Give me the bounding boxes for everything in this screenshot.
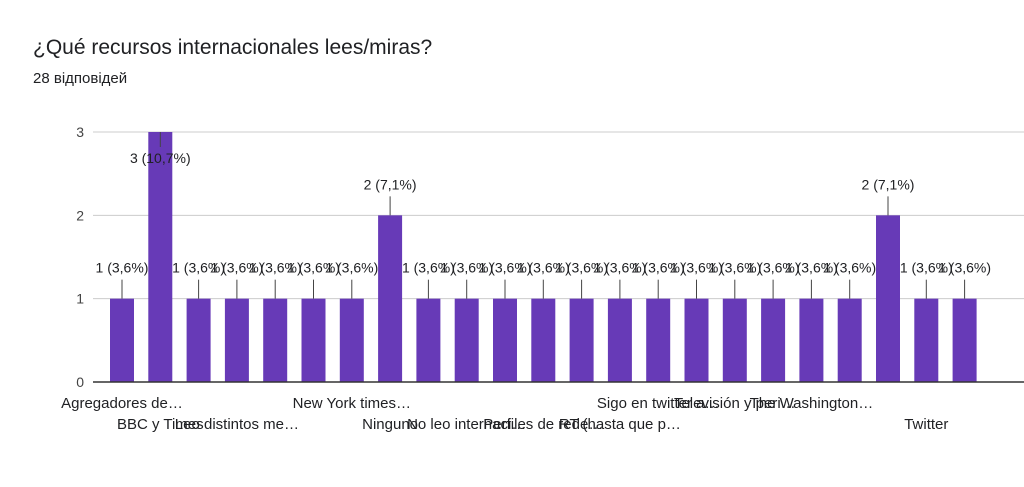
data-label: 1 (3,6%) xyxy=(708,260,761,276)
bar[interactable] xyxy=(876,215,900,382)
data-label: 1 (3,6%) xyxy=(785,260,838,276)
data-label: 1 (3,6%) xyxy=(325,260,378,276)
bar[interactable] xyxy=(186,298,211,382)
data-label: 1 (3,6%) xyxy=(900,260,953,276)
bar[interactable] xyxy=(110,298,134,382)
data-labels: 1 (3,6%)3 (10,7%)1 (3,6%)1 (3,6%)1 (3,6%… xyxy=(96,132,991,299)
chart-title: ¿Qué recursos internacionales lees/miras… xyxy=(33,36,433,59)
y-tick-label: 0 xyxy=(76,374,84,390)
data-label: 1 (3,6%) xyxy=(96,260,149,276)
x-tick-label: Ninguno xyxy=(362,416,418,433)
bar[interactable] xyxy=(799,298,824,382)
y-tick-label: 1 xyxy=(76,291,84,307)
bar[interactable] xyxy=(378,215,403,382)
x-tick-label: Perfiles de rede… xyxy=(483,416,603,433)
bar[interactable] xyxy=(531,298,556,382)
x-tick-label: Sigo en twitter a… xyxy=(597,395,720,412)
data-label: 1 (3,6%) xyxy=(823,260,876,276)
bar[interactable] xyxy=(722,298,747,382)
bar[interactable] xyxy=(607,298,632,382)
data-label: 1 (3,6%) xyxy=(479,260,532,276)
bar[interactable] xyxy=(263,298,288,382)
data-label: 1 (3,6%) xyxy=(670,260,723,276)
x-tick-label: BBC y Times xyxy=(117,416,204,433)
x-tick-label: Leo distintos me… xyxy=(175,416,299,433)
data-label: 1 (3,6%) xyxy=(249,260,302,276)
data-label: 3 (10,7%) xyxy=(130,150,191,166)
bar[interactable] xyxy=(761,298,786,382)
bar[interactable] xyxy=(301,298,326,382)
x-tick-label: The Washington… xyxy=(750,395,874,412)
bar[interactable] xyxy=(148,132,173,382)
data-label: 1 (3,6%) xyxy=(517,260,570,276)
y-axis-ticks: 0 1 2 3 xyxy=(76,124,84,390)
x-tick-label: Twitter xyxy=(904,416,948,433)
bar[interactable] xyxy=(339,298,364,382)
bar[interactable] xyxy=(684,298,709,382)
bar[interactable] xyxy=(952,298,977,382)
bar[interactable] xyxy=(569,298,594,382)
bar[interactable] xyxy=(493,298,517,382)
x-tick-label: RT (hasta que p… xyxy=(559,416,681,433)
x-tick-label: Agregadores de… xyxy=(61,395,183,412)
x-tick-label: New York times… xyxy=(293,395,411,412)
y-tick-label: 2 xyxy=(76,207,84,223)
data-label: 1 (3,6%) xyxy=(440,260,493,276)
x-tick-label: No leo internaci… xyxy=(407,416,526,433)
bar[interactable] xyxy=(454,298,479,382)
y-tick-label: 3 xyxy=(76,124,84,140)
data-label: 1 (3,6%) xyxy=(172,260,225,276)
data-label: 2 (7,1%) xyxy=(364,176,417,192)
bars xyxy=(110,132,977,382)
bar[interactable] xyxy=(646,298,671,382)
data-label: 1 (3,6%) xyxy=(555,260,608,276)
data-label: 1 (3,6%) xyxy=(938,260,991,276)
data-label: 1 (3,6%) xyxy=(287,260,340,276)
bar[interactable] xyxy=(416,298,441,382)
data-label: 1 (3,6%) xyxy=(402,260,455,276)
response-count: 28 відповідей xyxy=(33,70,128,87)
data-label: 1 (3,6%) xyxy=(632,260,685,276)
data-label: 1 (3,6%) xyxy=(210,260,263,276)
bar[interactable] xyxy=(914,298,939,382)
x-tick-label: Televisión y peri… xyxy=(674,395,796,412)
data-label: 2 (7,1%) xyxy=(862,176,915,192)
data-label: 1 (3,6%) xyxy=(593,260,646,276)
bar[interactable] xyxy=(224,298,249,382)
bar[interactable] xyxy=(837,298,862,382)
data-label: 1 (3,6%) xyxy=(747,260,800,276)
